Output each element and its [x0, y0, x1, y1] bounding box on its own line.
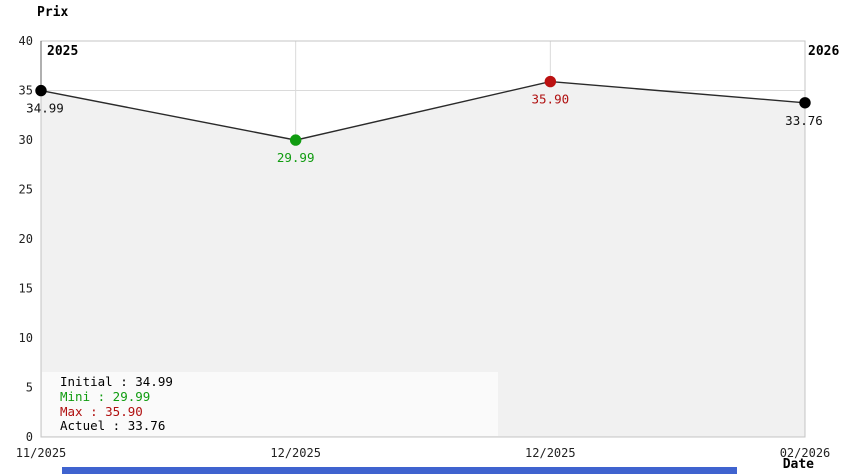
- horizontal-scrollbar-thumb[interactable]: [62, 467, 737, 474]
- y-tick-label: 35: [19, 84, 33, 98]
- point-value-label: 35.90: [532, 92, 570, 107]
- legend-item: Mini : 29.99: [60, 388, 151, 404]
- y-axis-title: Prix: [37, 5, 69, 20]
- plot-border: [40, 40, 806, 438]
- data-point-min[interactable]: [289, 134, 302, 146]
- price-line: [40, 80, 806, 141]
- data-point-max[interactable]: [544, 75, 557, 88]
- y-tick-label: 25: [19, 183, 33, 197]
- year-label-2026: 2026: [808, 44, 840, 59]
- y-tick-label: 20: [19, 232, 33, 246]
- data-point-initial[interactable]: [35, 84, 47, 97]
- y-tick-label: 30: [19, 133, 33, 147]
- point-value-label: 34.99: [26, 101, 64, 116]
- y-tick-label: 5: [26, 381, 33, 395]
- x-tick-label: 11/2025: [16, 446, 67, 460]
- x-tick-label: 12/2025: [270, 446, 321, 460]
- point-value-label: 29.99: [277, 150, 315, 165]
- y-tick-label: 40: [19, 34, 33, 48]
- data-point-current[interactable]: [799, 97, 811, 109]
- y-tick-label: 15: [19, 282, 33, 296]
- legend-item: Max : 35.90: [60, 403, 143, 419]
- x-axis-title: Date: [782, 457, 814, 472]
- x-tick-label: 12/2025: [525, 446, 576, 460]
- legend-item: Actuel : 33.76: [60, 418, 166, 434]
- y-tick-label: 0: [26, 430, 33, 444]
- point-value-label: 33.76: [785, 113, 823, 128]
- y-tick-label: 10: [19, 331, 33, 345]
- year-label-2025: 2025: [47, 44, 79, 59]
- x-tick-label: 02/2026: [780, 446, 831, 460]
- legend-item: Initial : 34.99: [60, 374, 173, 389]
- chart-legend: Initial : 34.99 Mini : 29.99 Max : 35.90 Ac…: [42, 372, 498, 436]
- price-area-fill: [41, 81, 805, 437]
